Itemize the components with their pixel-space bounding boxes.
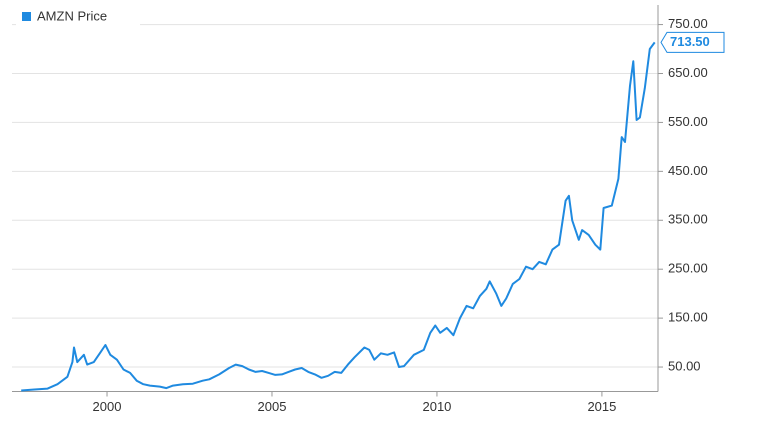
y-tick-label: 650.00 [668,65,708,80]
legend-bg [16,6,140,28]
y-tick-label: 250.00 [668,261,708,276]
x-tick-label: 2010 [422,399,451,414]
value-label: 713.50 [670,34,710,49]
legend-label: AMZN Price [37,8,107,23]
y-tick-label: 550.00 [668,114,708,129]
value-callout: 713.50 [660,31,725,53]
legend: AMZN Price [16,6,140,28]
y-tick-label: 350.00 [668,212,708,227]
price-line [21,41,656,392]
y-tick-label: 450.00 [668,163,708,178]
y-tick-label: 150.00 [668,310,708,325]
plot-area [12,5,658,392]
y-tick-label: 50.00 [668,358,701,373]
y-tick-label: 750.00 [668,16,708,31]
legend-swatch [22,12,31,21]
x-tick-label: 2005 [258,399,287,414]
x-tick-label: 2015 [587,399,616,414]
callout-box [660,31,725,53]
x-tick-label: 2000 [93,399,122,414]
